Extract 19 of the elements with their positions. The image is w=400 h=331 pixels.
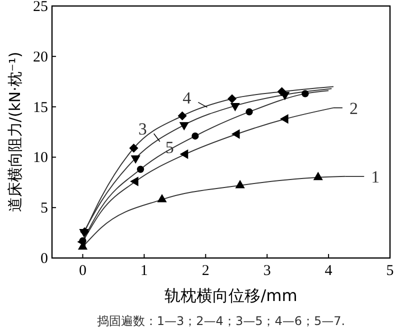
x-tick-label: 4 xyxy=(324,263,333,279)
x-tick-label: 3 xyxy=(263,263,271,279)
y-tick-label: 25 xyxy=(33,0,48,15)
text: 捣固遍数：1—3；2—4；3—5；4—6；5—7. xyxy=(96,314,346,328)
series-label: 1 xyxy=(371,167,380,186)
x-tick-label: 5 xyxy=(386,263,394,279)
series-label: 3 xyxy=(138,120,147,139)
x-tick-label: 0 xyxy=(78,263,86,279)
y-tick-label: 10 xyxy=(33,150,48,166)
y-axis-title: 道床横向阻力/(kN·枕⁻¹) xyxy=(6,52,24,212)
y-tick-label: 5 xyxy=(40,200,48,217)
y-tick-label: 0 xyxy=(40,251,48,267)
x-tick-label: 1 xyxy=(140,263,148,279)
x-tick-label: 2 xyxy=(202,263,210,279)
y-tick-label: 20 xyxy=(33,49,48,66)
series-label: 4 xyxy=(182,88,192,108)
series-label: 2 xyxy=(349,98,358,118)
x-axis-title: 轨枕横向位移/mm xyxy=(164,286,298,305)
y-tick-label: 15 xyxy=(33,100,48,116)
